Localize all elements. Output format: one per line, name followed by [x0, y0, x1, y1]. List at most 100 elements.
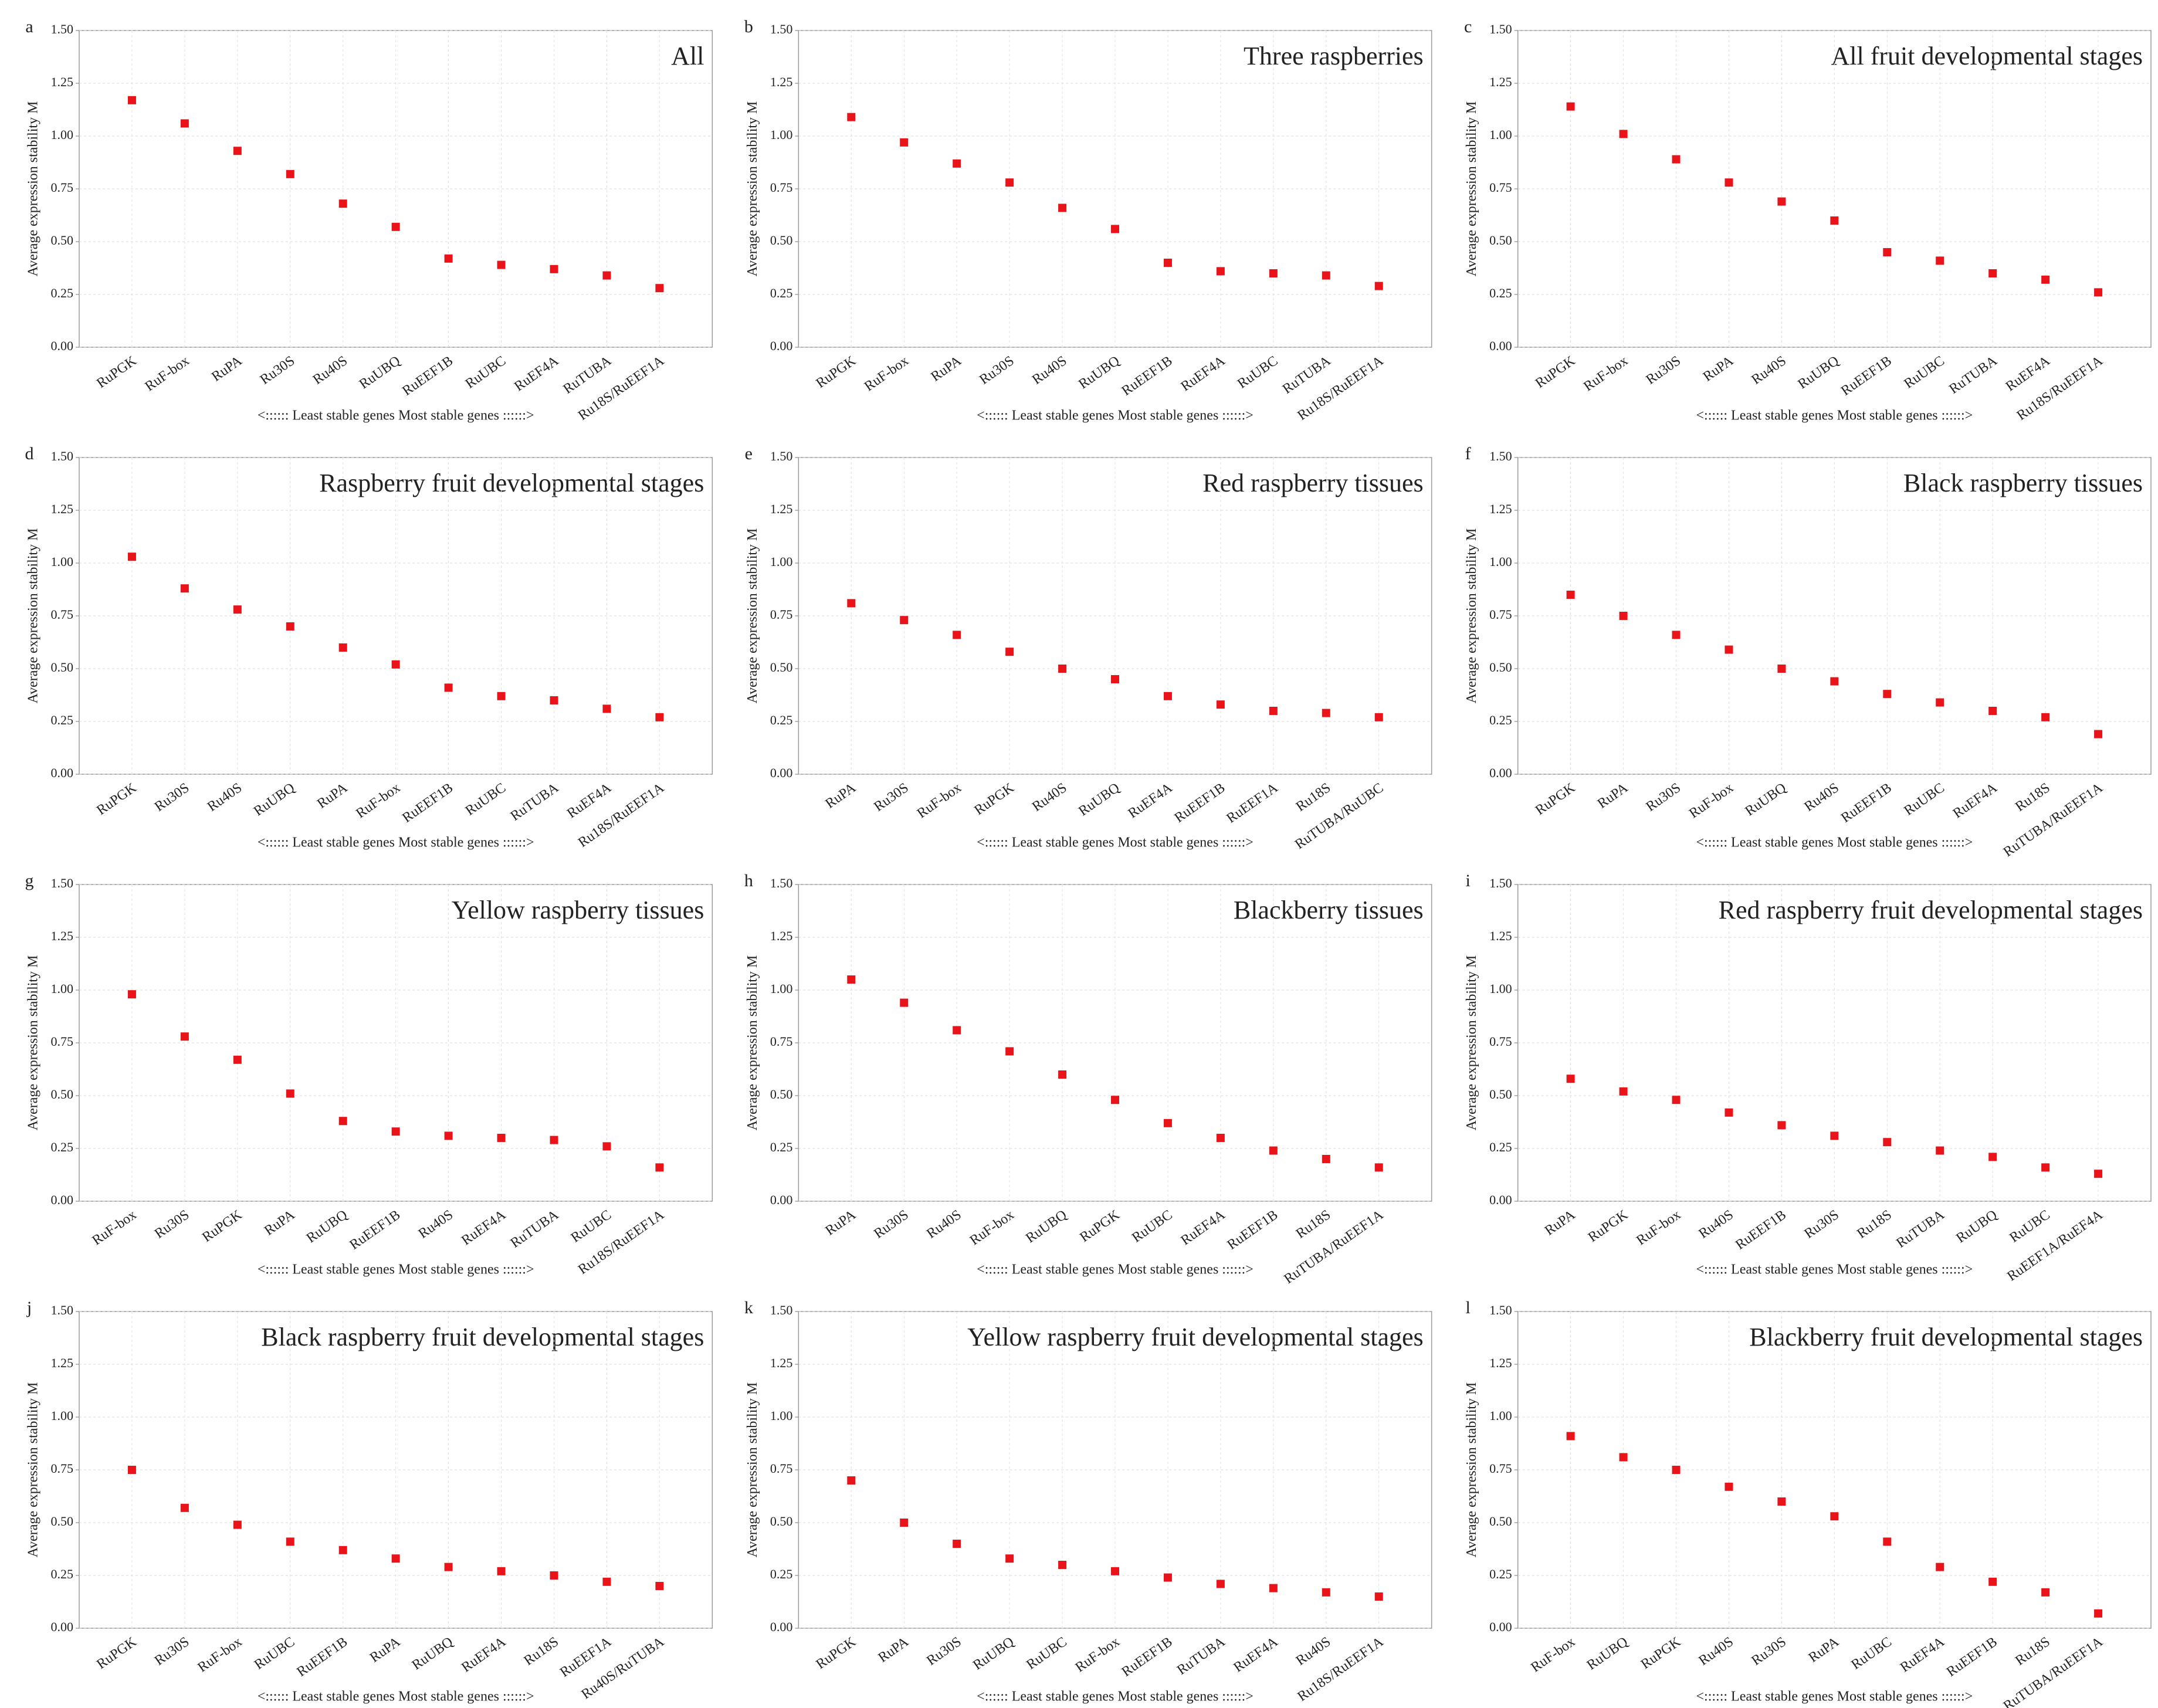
y-tick-label: 0.25 — [51, 286, 74, 300]
x-tick-label: RuUBC — [1024, 1634, 1069, 1673]
x-axis-label: <:::::: Least stable genes Most stable g… — [977, 1262, 1254, 1277]
x-tick-label: Ru18S — [2013, 780, 2052, 815]
y-tick-label: 1.25 — [770, 501, 793, 516]
panel: 0.00 0.25 0.50 0.75 1.00 1.25 1.50 k Yellow rasp… — [744, 1298, 1432, 1704]
marker — [1619, 1453, 1628, 1462]
x-tick-label: Ru30S — [977, 353, 1017, 388]
marker — [497, 260, 506, 269]
marker — [1111, 675, 1119, 683]
x-tick-label: Ru40S — [1029, 780, 1069, 815]
panel-label: j — [26, 1298, 32, 1317]
y-tick-label: 1.25 — [51, 928, 74, 943]
y-tick-label: 0.00 — [770, 765, 793, 780]
x-tick-label: RuUBQ — [251, 780, 297, 819]
x-tick-label: Ru40S — [1749, 353, 1789, 388]
x-tick-label: RuPGK — [199, 1207, 245, 1245]
y-tick-label: 0.00 — [1489, 338, 1512, 353]
marker — [1566, 102, 1575, 111]
marker — [1322, 1588, 1330, 1597]
x-tick-label: RuUBC — [2007, 1207, 2052, 1246]
panel: 0.00 0.25 0.50 0.75 1.00 1.25 1.50 b Three raspb… — [744, 17, 1432, 423]
y-tick-label: 1.25 — [770, 928, 793, 943]
marker — [233, 1055, 242, 1064]
y-tick-label: 1.25 — [51, 501, 74, 516]
marker — [1619, 130, 1628, 138]
x-tick-label: Ru18S/RuEEF1A — [575, 353, 667, 423]
x-tick-label: RuEEF1B — [1119, 1634, 1175, 1680]
marker — [1830, 1131, 1839, 1140]
x-tick-label: RuUBC — [1849, 1634, 1895, 1673]
chart-title: Blackberry fruit developmental stages — [1749, 1323, 2143, 1351]
x-tick-label: RuPA — [876, 1634, 912, 1666]
y-axis-label: Average expression stability M — [1464, 1382, 1479, 1558]
marker — [1111, 1567, 1119, 1575]
x-tick-label: RuPA — [823, 780, 859, 812]
x-tick-label: RuPGK — [94, 1634, 140, 1672]
x-tick-label: RuF-box — [1634, 1207, 1683, 1248]
marker — [1883, 248, 1892, 256]
y-axis-label: Average expression stability M — [745, 955, 760, 1131]
marker — [1269, 707, 1278, 715]
y-tick-label: 1.25 — [1489, 501, 1512, 516]
x-tick-label: RuF-box — [1686, 780, 1736, 821]
marker — [1374, 713, 1383, 721]
marker — [338, 1546, 347, 1554]
marker — [444, 1563, 453, 1571]
x-tick-label: RuEF4A — [511, 353, 561, 395]
chart-title: Raspberry fruit developmental stages — [319, 469, 704, 497]
x-tick-label: RuEF4A — [1178, 1207, 1228, 1249]
x-axis-label: <:::::: Least stable genes Most stable g… — [258, 1262, 534, 1277]
y-tick-label: 0.50 — [1489, 660, 1512, 675]
panel-label: d — [25, 444, 34, 463]
marker — [233, 605, 242, 614]
x-tick-label: RuEF4A — [1950, 780, 2000, 822]
y-tick-label: 0.25 — [770, 1140, 793, 1154]
marker — [1936, 1146, 1944, 1155]
marker — [1216, 267, 1225, 276]
marker — [847, 975, 856, 984]
marker — [1058, 1561, 1067, 1569]
marker — [1216, 700, 1225, 709]
y-tick-label: 1.00 — [770, 1408, 793, 1423]
x-tick-label: RuTUBA — [1893, 1207, 1947, 1251]
x-tick-label: Ru40S — [924, 1207, 964, 1242]
marker — [1005, 648, 1014, 656]
y-tick-label: 0.00 — [1489, 1192, 1512, 1207]
marker — [900, 138, 909, 147]
y-tick-label: 1.50 — [1489, 1303, 1512, 1317]
x-tick-label: RuPGK — [814, 353, 859, 391]
x-axis-label: <:::::: Least stable genes Most stable g… — [258, 408, 534, 423]
x-tick-label: RuTUBA — [1946, 353, 2000, 397]
marker — [338, 643, 347, 652]
y-tick-label: 0.75 — [51, 1461, 74, 1476]
x-tick-label: RuPGK — [972, 780, 1018, 818]
x-tick-label: RuEF4A — [2003, 353, 2053, 395]
marker — [338, 199, 347, 208]
marker — [1988, 1577, 1997, 1586]
marker — [391, 660, 400, 669]
marker — [900, 998, 909, 1007]
marker — [1988, 707, 1997, 715]
x-tick-label: Ru30S — [924, 1634, 964, 1669]
y-tick-label: 0.75 — [1489, 1461, 1512, 1476]
x-tick-label: RuUBQ — [1076, 780, 1122, 819]
marker — [127, 990, 136, 999]
x-tick-label: RuF-box — [90, 1207, 140, 1248]
x-tick-label: RuPGK — [1077, 1207, 1123, 1245]
y-tick-label: 0.25 — [51, 713, 74, 727]
marker — [1269, 1584, 1278, 1592]
marker — [1005, 1554, 1014, 1563]
y-tick-label: 1.25 — [51, 1355, 74, 1370]
marker — [1725, 1108, 1733, 1117]
y-tick-label: 0.25 — [51, 1140, 74, 1154]
chart-title: Red raspberry tissues — [1202, 469, 1423, 497]
x-tick-label: RuTUBA/RuEEF1A — [1282, 1207, 1387, 1287]
x-tick-label: Ru30S — [1644, 353, 1683, 388]
y-tick-label: 1.00 — [770, 127, 793, 142]
x-tick-label: RuUBQ — [1076, 353, 1122, 392]
x-tick-label: Ru18S — [2013, 1634, 2052, 1669]
x-tick-label: RuTUBA — [508, 1207, 562, 1251]
x-tick-label: Ru18S — [521, 1634, 561, 1669]
y-axis-label: Average expression stability M — [26, 955, 41, 1131]
marker — [1566, 1075, 1575, 1083]
